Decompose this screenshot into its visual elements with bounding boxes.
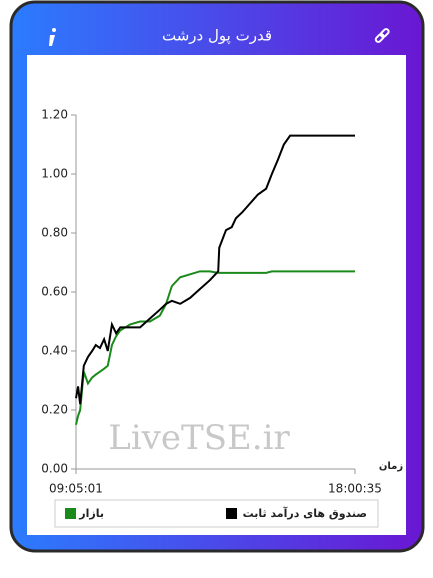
- x-tick-label: 18:00:35: [328, 482, 382, 496]
- y-tick-label: 0.00: [41, 462, 68, 476]
- x-axis-label: زمان: [379, 461, 403, 472]
- chart-title: قدرت پول درشت: [162, 27, 272, 46]
- legend: [54, 499, 379, 528]
- legend-label: صندوق های درآمد ثابت: [243, 506, 367, 520]
- legend-swatch: [65, 508, 76, 519]
- y-tick-label: 0.40: [41, 344, 68, 358]
- y-tick-label: 0.80: [41, 226, 68, 240]
- line: [75, 270, 355, 425]
- y-tick-label: 0.60: [41, 285, 68, 299]
- legend-label: بازار: [78, 507, 104, 520]
- link-icon[interactable]: [374, 28, 390, 43]
- legend-swatch: [226, 508, 237, 519]
- x-tick-label: 09:05:01: [49, 482, 103, 496]
- chart-panel: [27, 55, 406, 535]
- y-tick-label: 1.20: [41, 108, 68, 122]
- y-tick-label: 1.00: [41, 167, 68, 181]
- line: [75, 134, 355, 405]
- watermark: LiveTSE.ir: [108, 418, 290, 458]
- info-icon[interactable]: [49, 28, 56, 46]
- y-tick-label: 0.20: [41, 403, 68, 417]
